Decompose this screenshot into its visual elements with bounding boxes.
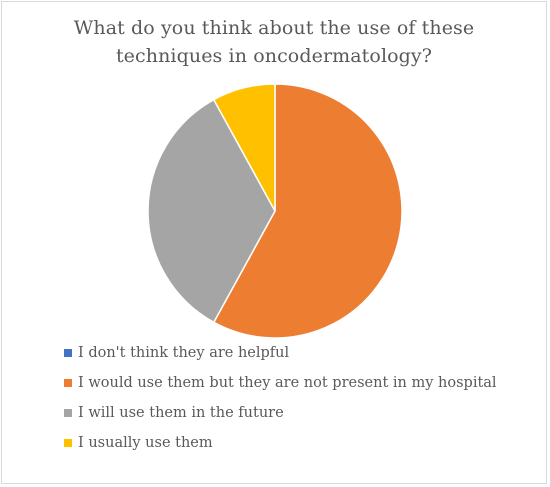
legend-label: I will use them in the future [78, 405, 284, 421]
legend-item: I don't think they are helpful [64, 338, 497, 368]
pie-slice-3 [212, 83, 276, 212]
legend: I don't think they are helpful I would u… [64, 338, 497, 458]
chart-title-line-1: What do you think about the use of these [73, 17, 475, 39]
legend-item: I usually use them [64, 428, 497, 458]
legend-swatch-3 [64, 439, 72, 447]
pie-slice-1 [212, 83, 403, 339]
legend-swatch-0 [64, 349, 72, 357]
legend-label: I usually use them [78, 435, 213, 451]
chart-title: What do you think about the use of these… [0, 14, 548, 70]
legend-swatch-1 [64, 379, 72, 387]
pie-slice-2 [147, 98, 276, 324]
chart-title-line-2: techniques in oncodermatology? [115, 45, 433, 67]
legend-item: I will use them in the future [64, 398, 497, 428]
legend-label: I would use them but they are not presen… [78, 375, 497, 391]
legend-item: I would use them but they are not presen… [64, 368, 497, 398]
legend-label: I don't think they are helpful [78, 345, 290, 361]
legend-swatch-2 [64, 409, 72, 417]
